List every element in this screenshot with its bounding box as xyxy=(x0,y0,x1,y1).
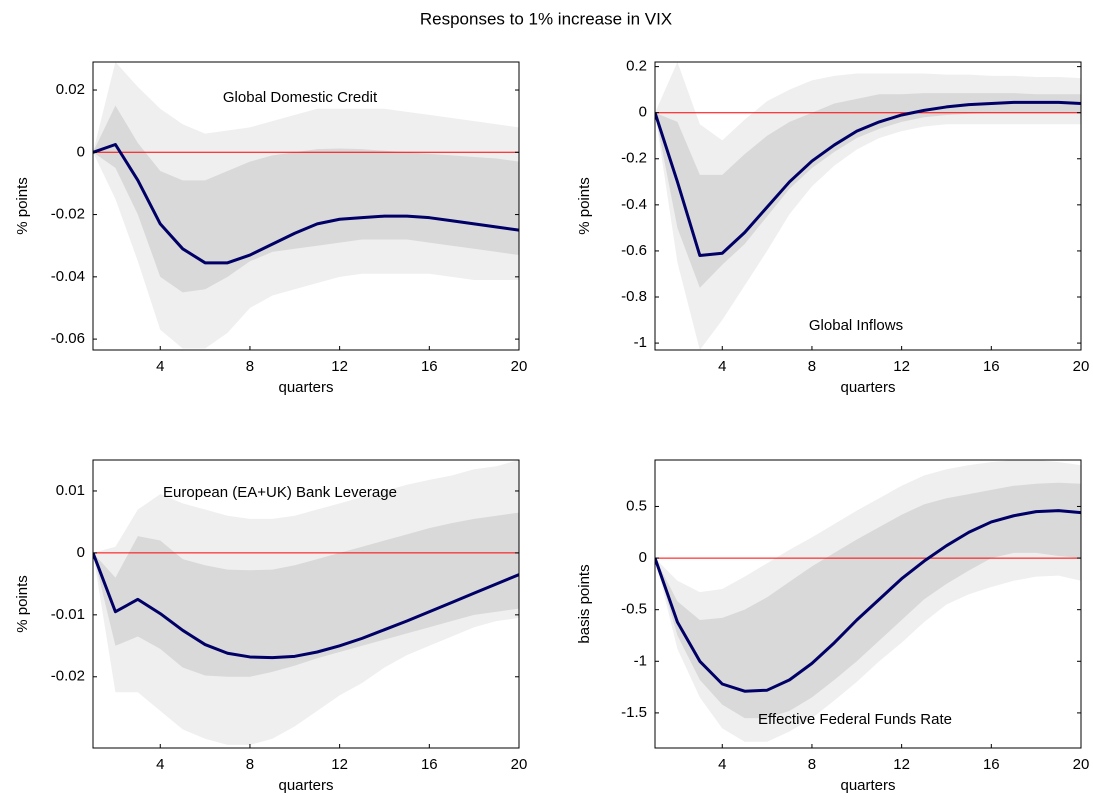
x-tick-label: 12 xyxy=(331,756,348,773)
figure-title: Responses to 1% increase in VIX xyxy=(420,9,672,28)
y-tick-label: 0.2 xyxy=(626,58,647,75)
x-tick-label: 8 xyxy=(808,756,816,773)
x-axis-label: quarters xyxy=(840,379,895,396)
x-tick-label: 4 xyxy=(718,756,726,773)
x-tick-label: 8 xyxy=(808,358,816,375)
confidence-band xyxy=(655,62,1081,350)
panel-annotation: Effective Federal Funds Rate xyxy=(758,711,952,728)
y-axis-label: % points xyxy=(576,177,593,235)
y-tick-label: -0.02 xyxy=(51,206,85,223)
x-tick-label: 20 xyxy=(1073,756,1090,773)
response-line xyxy=(93,552,519,660)
plot-frame xyxy=(654,459,1082,749)
confidence-band xyxy=(655,93,1081,288)
y-tick-label: 0.5 xyxy=(626,497,647,514)
plot-frame xyxy=(92,459,520,749)
y-axis-label: % points xyxy=(14,177,31,235)
x-tick-label: 16 xyxy=(983,756,1000,773)
response-line xyxy=(93,143,519,265)
y-tick-label: 0 xyxy=(77,544,85,561)
x-tick-label: 12 xyxy=(331,358,348,375)
y-tick-label: -0.4 xyxy=(621,196,647,213)
confidence-band xyxy=(655,482,1081,719)
y-tick-label: -1.5 xyxy=(621,704,647,721)
x-axis-label: quarters xyxy=(278,379,333,396)
plot-frame xyxy=(92,61,520,351)
confidence-band xyxy=(93,105,519,293)
y-tick-label: 0 xyxy=(639,549,647,566)
x-tick-label: 8 xyxy=(246,358,254,375)
y-axis-label: basis points xyxy=(576,564,593,643)
plot-area xyxy=(93,460,519,745)
response-line xyxy=(655,509,1081,693)
y-tick-label: -0.6 xyxy=(621,242,647,259)
x-axis-label: quarters xyxy=(840,777,895,794)
y-tick-label: -1 xyxy=(634,652,647,669)
x-tick-label: 4 xyxy=(156,358,164,375)
panel-annotation: Global Domestic Credit xyxy=(223,89,378,106)
plot-area xyxy=(655,460,1081,742)
x-tick-label: 12 xyxy=(893,358,910,375)
x-tick-label: 4 xyxy=(156,756,164,773)
x-tick-label: 12 xyxy=(893,756,910,773)
y-tick-label: -0.2 xyxy=(621,150,647,167)
subplot: 4 8 12 16 20 0.5 0 -0.5 -1 -1.5 quarters basis poin… xyxy=(576,459,1090,794)
y-tick-label: 0.01 xyxy=(56,482,85,499)
subplot: 4 8 12 16 20 0.02 0 -0.02 -0.04 -0.06 quarters % po… xyxy=(14,61,528,396)
y-tick-label: -0.01 xyxy=(51,606,85,623)
y-tick-label: -0.06 xyxy=(51,330,85,347)
panel-annotation: European (EA+UK) Bank Leverage xyxy=(163,484,397,501)
x-tick-label: 16 xyxy=(421,756,438,773)
plot-area xyxy=(93,62,519,349)
y-tick-label: 0 xyxy=(639,104,647,121)
y-tick-label: -0.5 xyxy=(621,601,647,618)
confidence-band xyxy=(93,512,519,677)
x-tick-label: 4 xyxy=(718,358,726,375)
plot-frame xyxy=(654,61,1082,351)
y-tick-label: 0 xyxy=(77,143,85,160)
y-tick-label: -0.8 xyxy=(621,288,647,305)
y-tick-label: -1 xyxy=(634,334,647,351)
x-tick-label: 16 xyxy=(983,358,1000,375)
x-tick-label: 16 xyxy=(421,358,438,375)
y-axis-label: % points xyxy=(14,575,31,633)
x-tick-label: 8 xyxy=(246,756,254,773)
y-tick-label: -0.04 xyxy=(51,268,85,285)
x-tick-label: 20 xyxy=(511,358,528,375)
x-axis-label: quarters xyxy=(278,777,333,794)
x-tick-label: 20 xyxy=(1073,358,1090,375)
y-tick-label: 0.02 xyxy=(56,81,85,98)
plot-area xyxy=(655,62,1081,350)
y-tick-label: -0.02 xyxy=(51,668,85,685)
panel-annotation: Global Inflows xyxy=(809,317,903,334)
response-line xyxy=(655,100,1081,258)
subplot: 4 8 12 16 20 0.01 0 -0.01 -0.02 quarters % points E… xyxy=(14,459,528,794)
x-tick-label: 20 xyxy=(511,756,528,773)
subplot: 4 8 12 16 20 0.2 0 -0.2 -0.4 -0.6 -0.8 -1 quarters % … xyxy=(576,58,1089,396)
